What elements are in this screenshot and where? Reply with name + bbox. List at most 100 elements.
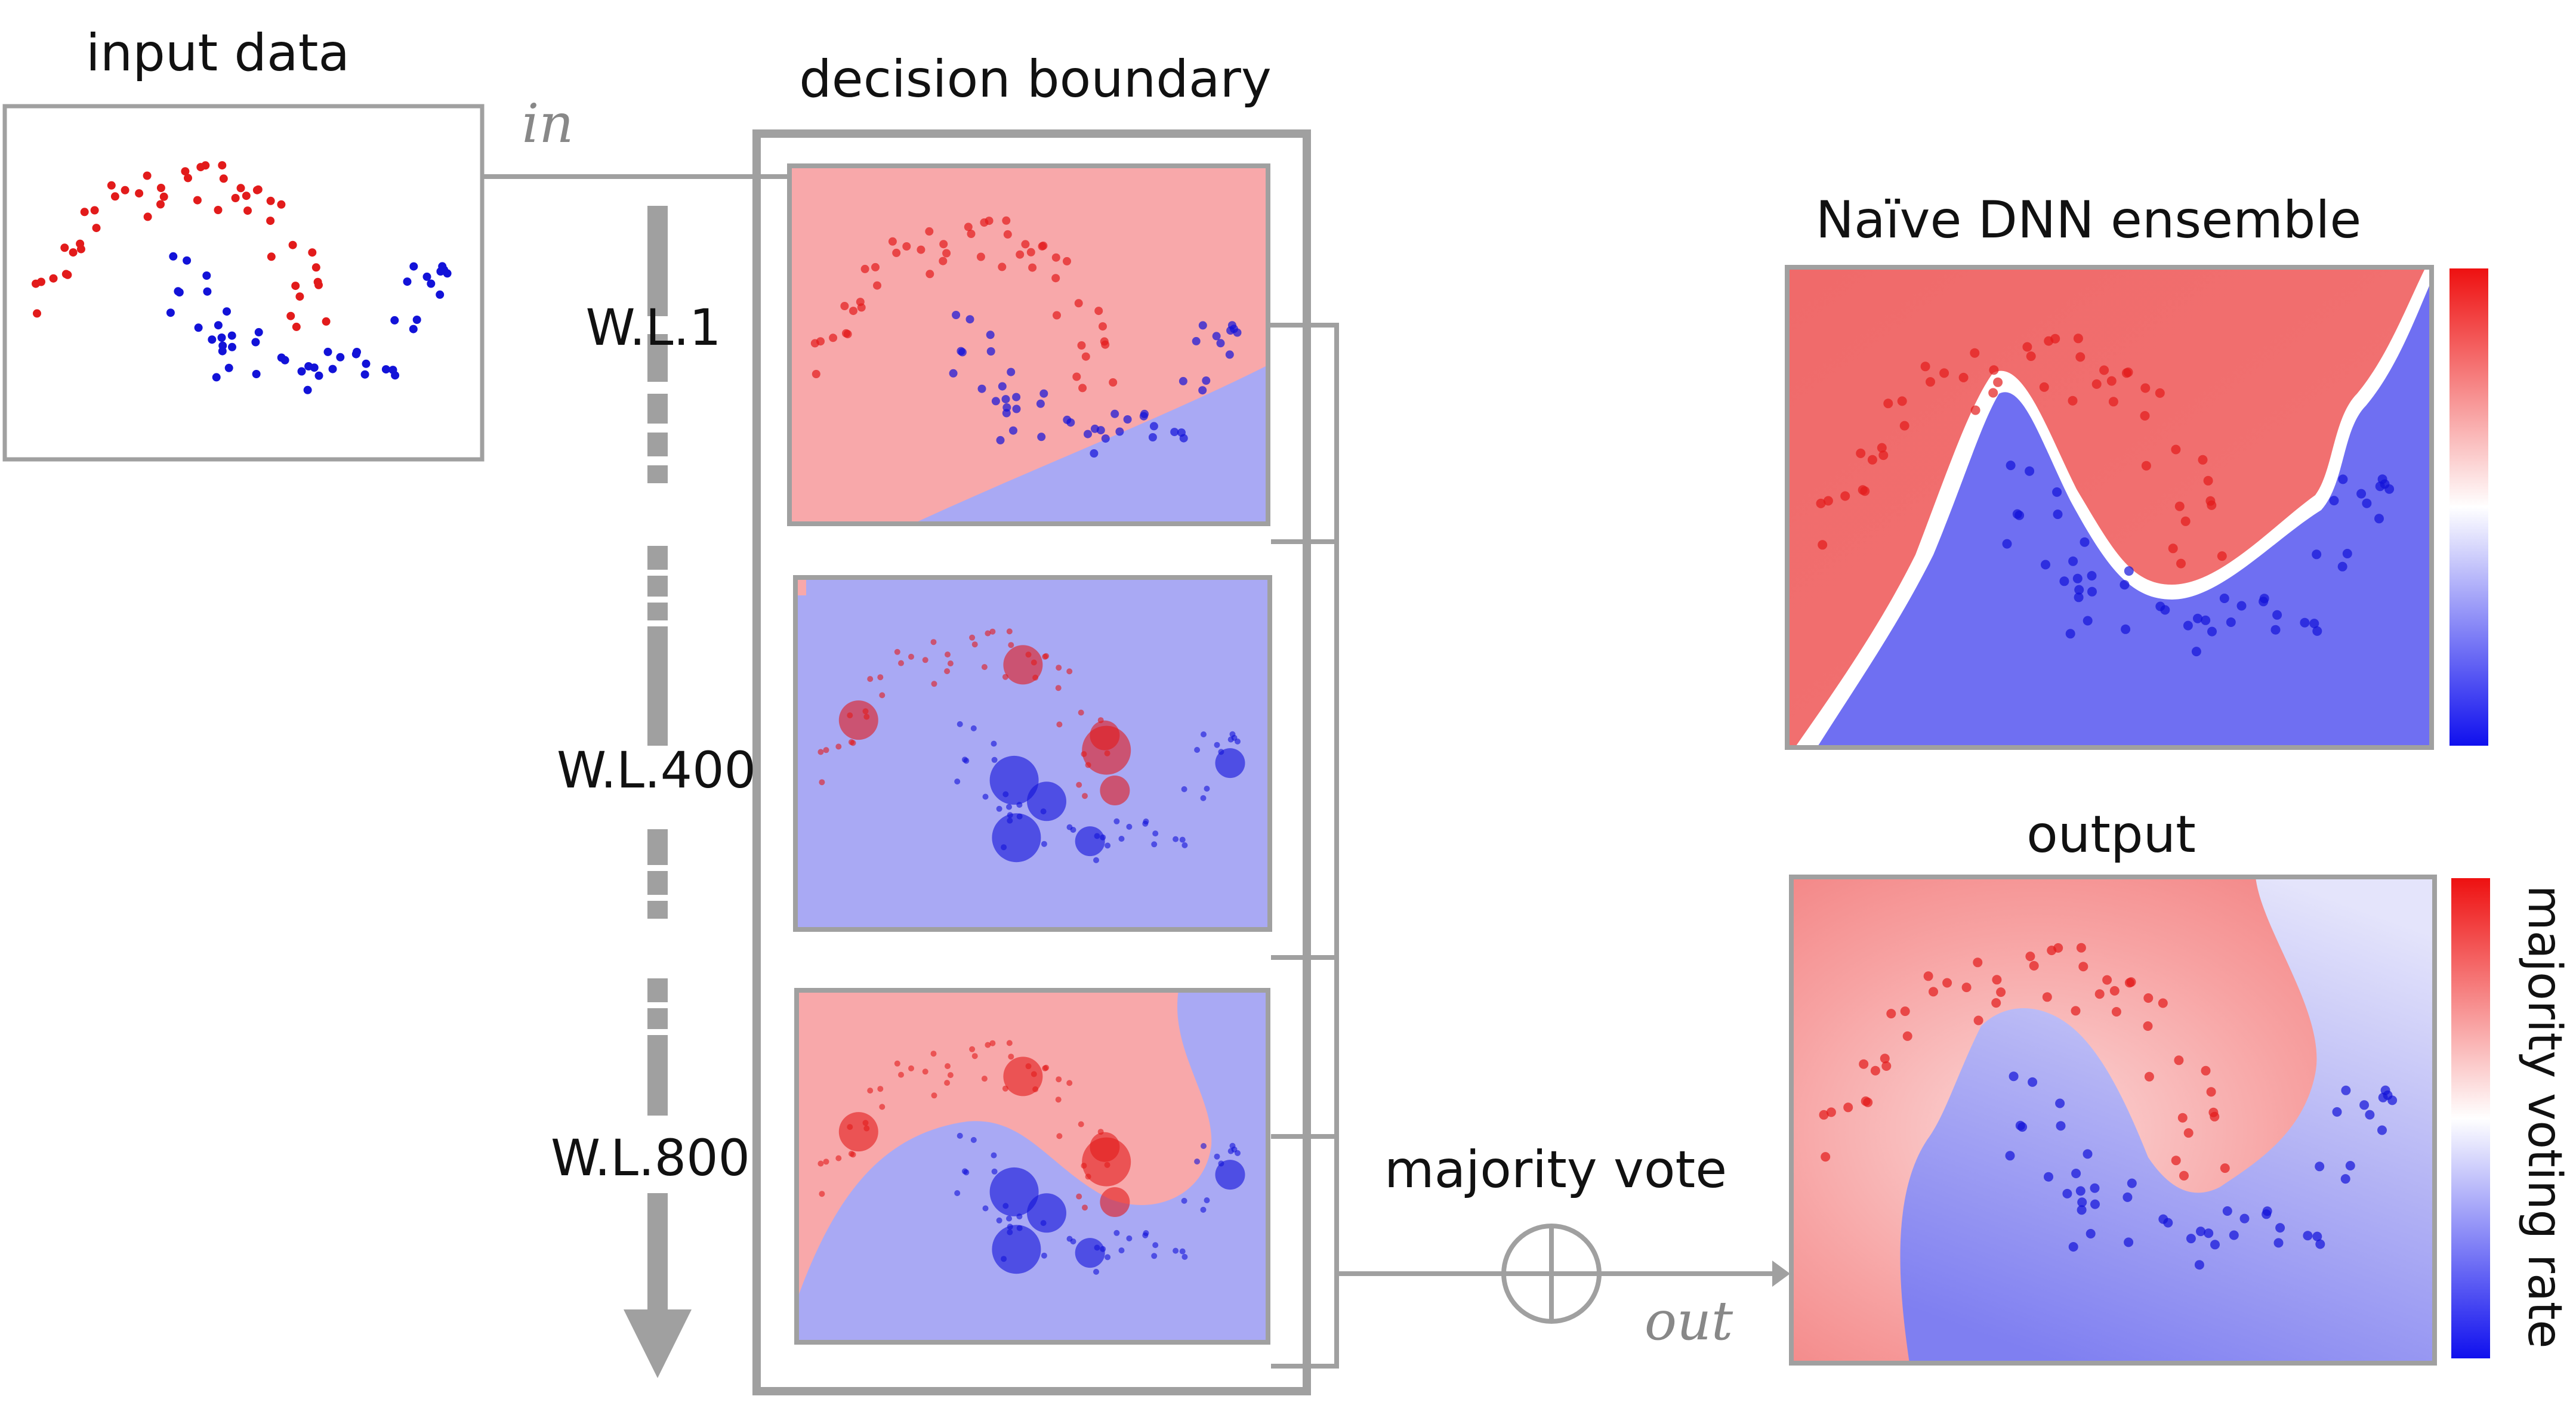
red-point (1055, 1096, 1062, 1103)
naive-colorbar (2449, 268, 2488, 746)
blue-point (1113, 818, 1120, 824)
blue-point (2270, 625, 2281, 635)
blue-point (989, 755, 1039, 805)
red-point (2220, 1163, 2230, 1173)
red-point (2177, 1113, 2188, 1123)
red-point (971, 641, 978, 648)
red-point (1097, 717, 1104, 724)
red-point (1076, 1193, 1082, 1200)
blue-point (2068, 1242, 2078, 1252)
red-point (1818, 540, 1828, 550)
blue-point (2015, 1120, 2025, 1130)
red-point (218, 161, 227, 170)
blue-point (965, 315, 974, 324)
blue-point (1105, 842, 1111, 849)
red-point (1082, 793, 1088, 799)
red-point (1929, 987, 1938, 997)
blue-point (2074, 592, 2084, 603)
blue-point (2009, 1071, 2019, 1082)
blue-point (2236, 601, 2247, 611)
red-point (917, 245, 925, 254)
red-point (2026, 351, 2036, 362)
blue-point (957, 721, 963, 727)
blue-point (2377, 1125, 2387, 1135)
red-point (2206, 1087, 2216, 1097)
blue-point (1216, 339, 1225, 348)
blue-point (2194, 1260, 2204, 1270)
red-point (181, 167, 190, 176)
red-point (838, 700, 878, 740)
boundary-panel-wl400 (793, 575, 1272, 932)
red-point (981, 664, 988, 671)
red-point (1094, 307, 1103, 316)
blue-point (952, 311, 961, 319)
red-point (1003, 645, 1043, 685)
blue-point (1192, 336, 1201, 345)
red-point (925, 227, 934, 236)
red-point (1900, 1006, 1910, 1017)
red-point (1082, 1204, 1088, 1211)
red-point (1926, 377, 1935, 387)
red-point (1823, 496, 1833, 506)
blue-point (1214, 742, 1220, 748)
naive-ensemble-title: Naïve DNN ensemble (1816, 190, 2362, 250)
red-point (2108, 397, 2118, 407)
input-data-title: input data (86, 23, 350, 83)
red-point (1939, 368, 1949, 378)
red-point (1021, 240, 1030, 249)
blue-point (2002, 539, 2012, 549)
blue-point (1001, 1256, 1007, 1262)
blue-point (174, 287, 183, 296)
red-point (1840, 491, 1850, 501)
red-point (135, 189, 144, 198)
blue-point (2239, 1213, 2250, 1224)
boundary-panel-wl1 (787, 163, 1270, 526)
red-point (1877, 443, 1887, 453)
red-point (292, 322, 301, 331)
red-point (969, 1046, 976, 1052)
input-data-panel (2, 104, 485, 462)
blue-point (2075, 1186, 2086, 1196)
blue-point (2262, 1206, 2272, 1216)
blue-point (2378, 1092, 2388, 1102)
blue-point (1202, 376, 1211, 385)
blue-point (2315, 1162, 2325, 1172)
red-point (2126, 977, 2136, 987)
blue-point (1214, 1153, 1220, 1160)
red-point (1090, 1132, 1120, 1162)
blue-point (390, 316, 399, 325)
red-point (2140, 383, 2151, 393)
blue-point (1215, 1160, 1245, 1190)
red-point (971, 1053, 978, 1059)
red-point (1993, 377, 2003, 387)
blue-point (992, 1225, 1041, 1274)
red-point (2198, 455, 2208, 465)
majority-vote-label: majority vote (1384, 1140, 1727, 1200)
blue-point (2087, 586, 2097, 597)
red-point (243, 206, 252, 215)
red-point (2078, 962, 2088, 972)
red-point (92, 224, 101, 233)
red-point (107, 181, 116, 190)
red-point (1942, 978, 1952, 988)
blue-point (2006, 461, 2016, 471)
blue-point (1181, 786, 1187, 792)
red-point (322, 317, 331, 326)
blue-point (1016, 813, 1023, 820)
blue-point (422, 272, 431, 281)
red-point (1003, 230, 1012, 239)
blue-point (954, 779, 961, 784)
blue-point (2374, 514, 2384, 524)
blue-point (1006, 1215, 1012, 1222)
red-point (60, 243, 69, 252)
blue-point (362, 359, 371, 368)
red-point (1902, 1031, 1912, 1041)
red-point (1051, 253, 1060, 262)
red-point (1063, 257, 1071, 265)
blue-point (1151, 1253, 1158, 1259)
blue-point (223, 307, 231, 316)
red-point (1066, 668, 1073, 675)
red-point (812, 370, 820, 378)
blue-point (2005, 1151, 2015, 1161)
blue-point (996, 1217, 1002, 1224)
